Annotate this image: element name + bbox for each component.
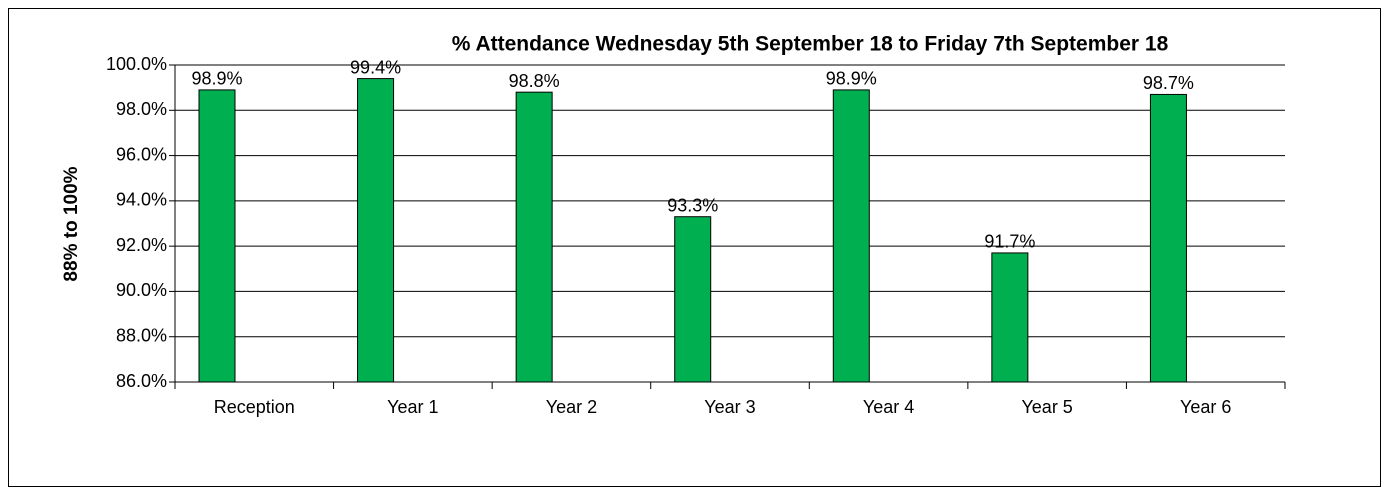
data-label: 93.3%	[667, 195, 718, 215]
y-axis-label: 88% to 100%	[61, 166, 82, 281]
x-tick-label: Reception	[214, 397, 295, 417]
bar	[991, 252, 1029, 383]
chart-title: % Attendance Wednesday 5th September 18 …	[452, 33, 1169, 56]
x-tick-label: Year 3	[704, 397, 755, 417]
bar	[1149, 93, 1187, 383]
y-tick-label: 92.0%	[116, 235, 167, 255]
y-tick-label: 98.0%	[116, 99, 167, 119]
bar	[674, 216, 712, 383]
y-tick-label: 96.0%	[116, 144, 167, 164]
y-tick-label: 94.0%	[116, 190, 167, 210]
y-tick-label: 88.0%	[116, 325, 167, 345]
bar	[357, 78, 395, 383]
y-tick-label: 90.0%	[116, 280, 167, 300]
x-tick-label: Year 2	[546, 397, 597, 417]
data-label: 99.4%	[350, 57, 401, 77]
data-label: 91.7%	[984, 232, 1035, 252]
x-tick-label: Year 4	[863, 397, 914, 417]
x-tick-label: Year 6	[1180, 397, 1231, 417]
data-label: 98.7%	[1143, 73, 1194, 93]
x-tick-label: Year 1	[387, 397, 438, 417]
data-label: 98.9%	[191, 69, 242, 89]
data-label: 98.9%	[826, 69, 877, 89]
bar	[515, 91, 553, 383]
bar	[198, 89, 236, 383]
bar	[832, 89, 870, 383]
x-tick-label: Year 5	[1021, 397, 1072, 417]
y-tick-label: 86.0%	[116, 371, 167, 391]
y-tick-label: 100.0%	[106, 54, 167, 74]
data-label: 98.8%	[509, 71, 560, 91]
